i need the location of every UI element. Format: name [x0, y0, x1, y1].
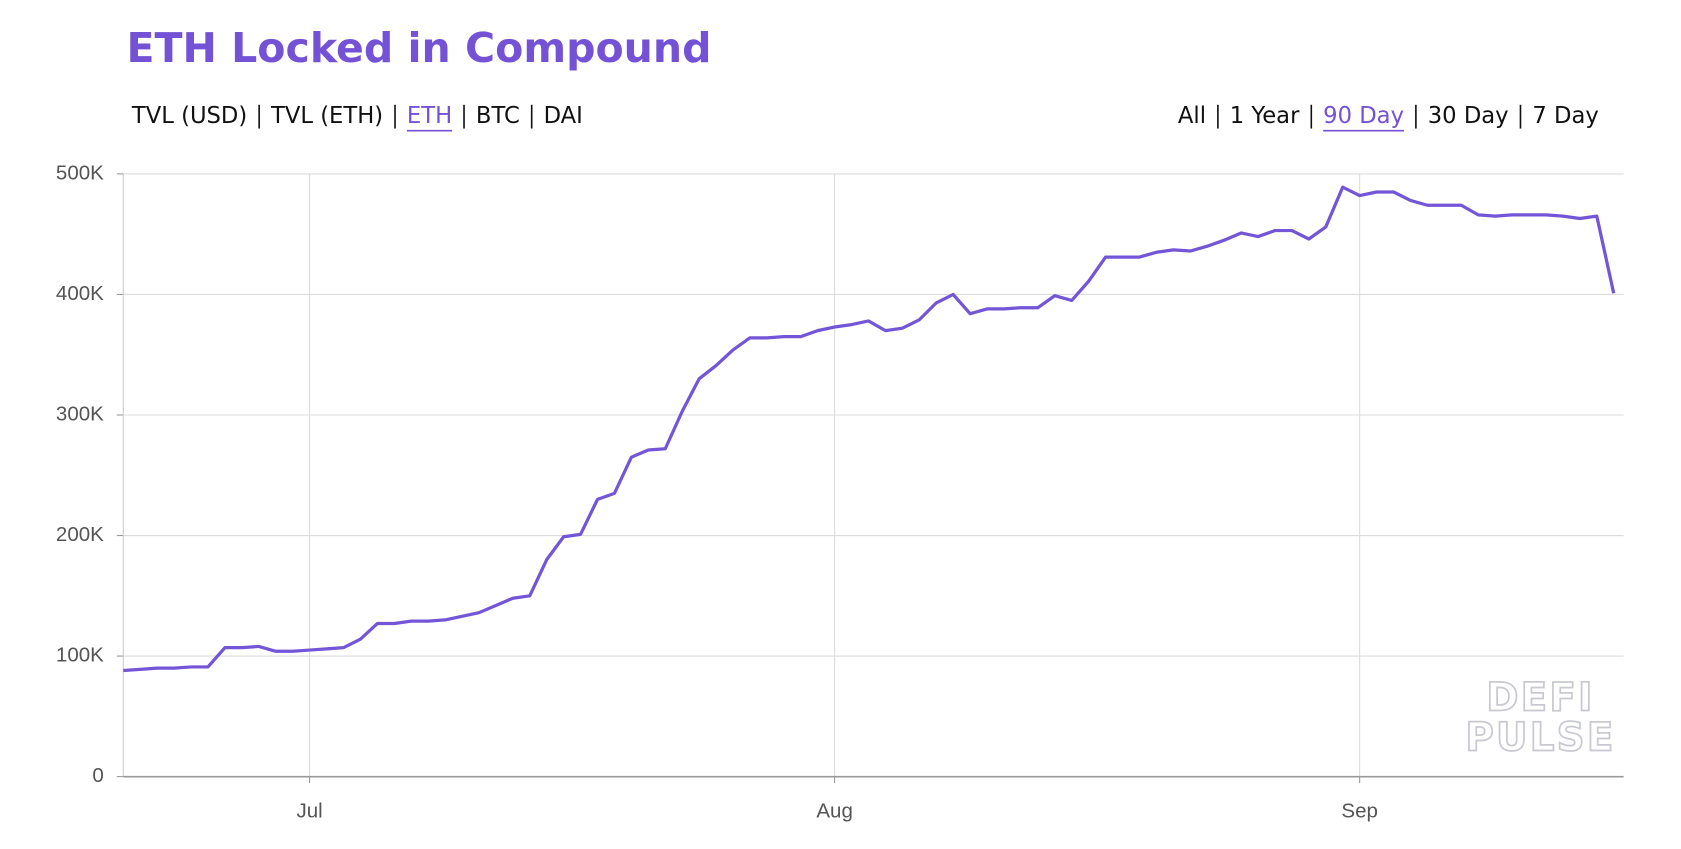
menu-ranges: All 1 Year 90 Day 30 Day 7 Day [1178, 103, 1599, 132]
y-tick-label: 500K [56, 161, 104, 184]
menu-option[interactable]: DAI [544, 103, 583, 129]
chart-title: ETH Locked in Compound [127, 24, 712, 72]
menu-option[interactable]: All [1178, 103, 1206, 129]
y-tick-label: 300K [56, 402, 104, 425]
watermark: PULSE [1465, 715, 1615, 760]
menu-option[interactable]: BTC [476, 103, 520, 129]
y-tick-label: 100K [56, 644, 104, 667]
x-tick-label: Jul [296, 800, 322, 823]
x-tick-label: Sep [1341, 800, 1378, 823]
y-tick-label: 200K [56, 523, 104, 546]
menu-option[interactable]: 7 Day [1532, 103, 1598, 129]
data-line [123, 185, 1616, 673]
menu-metrics: TVL (USD) TVL (ETH) ETH BTC DAI [131, 103, 583, 132]
menu-option[interactable]: 1 Year [1230, 103, 1300, 129]
menu-option[interactable]: TVL (ETH) [270, 103, 383, 129]
watermark: DEFI [1486, 675, 1594, 720]
menu-option[interactable]: 30 Day [1428, 103, 1509, 129]
y-tick-label: 400K [56, 282, 104, 305]
menu-option[interactable]: TVL (USD) [131, 103, 247, 129]
menu-option[interactable]: 90 Day [1323, 103, 1404, 129]
x-tick-label: Aug [816, 800, 853, 823]
menu-option[interactable]: ETH [407, 103, 452, 129]
y-tick-label: 0 [92, 764, 103, 787]
